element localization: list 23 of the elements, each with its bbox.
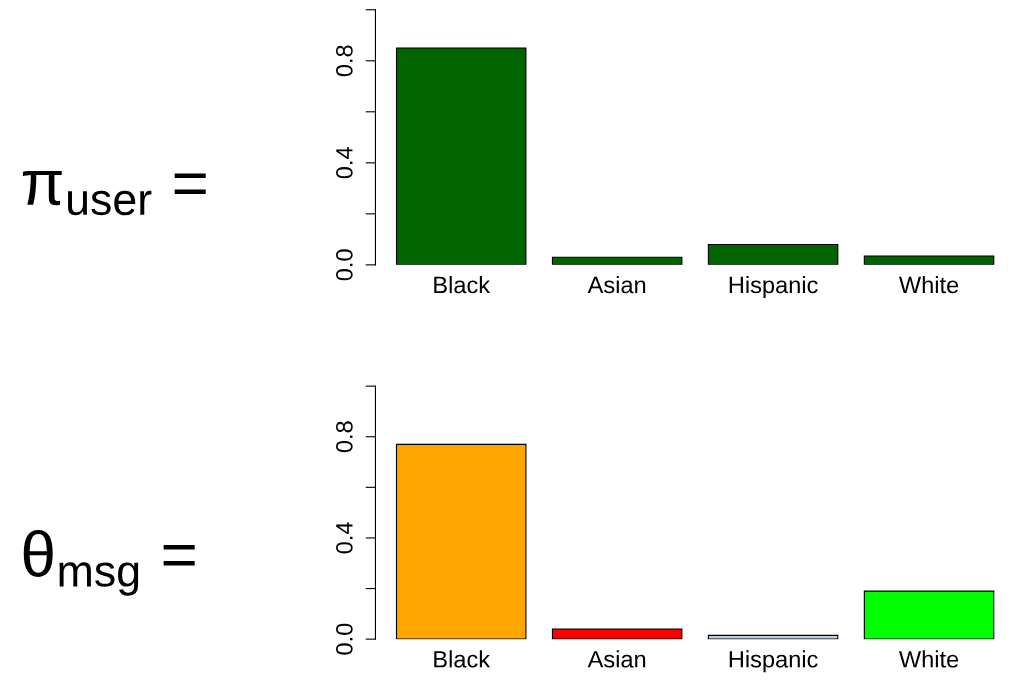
y-tick-label: 0.8 [336,421,353,453]
bar [707,243,839,265]
text: θ$_{msg}$ = [23,530,195,596]
bar [707,634,839,640]
x-tick-label: White [898,275,959,294]
x-tick-label: Black [434,650,491,668]
bar [551,628,683,640]
bar [395,443,527,640]
text: π$_{user}$ = [22,170,206,216]
x-tick-label: White [898,650,959,668]
x-tick-label: Asian [587,650,646,668]
x-tick-label: Hispanic [729,275,818,298]
x-tick-label: Asian [587,275,646,294]
x-tick-label: Hispanic [729,650,818,673]
x-tick-label: Black [434,275,491,294]
y-tick-label: 0.4 [336,522,353,554]
y-tick-label: 0.0 [336,249,353,281]
y-tick-label: 0.0 [336,623,353,655]
bar [863,255,995,265]
y-tick-label: 0.8 [336,45,353,77]
bar [863,590,995,640]
bar [395,47,527,265]
y-tick-label: 0.4 [336,147,353,179]
